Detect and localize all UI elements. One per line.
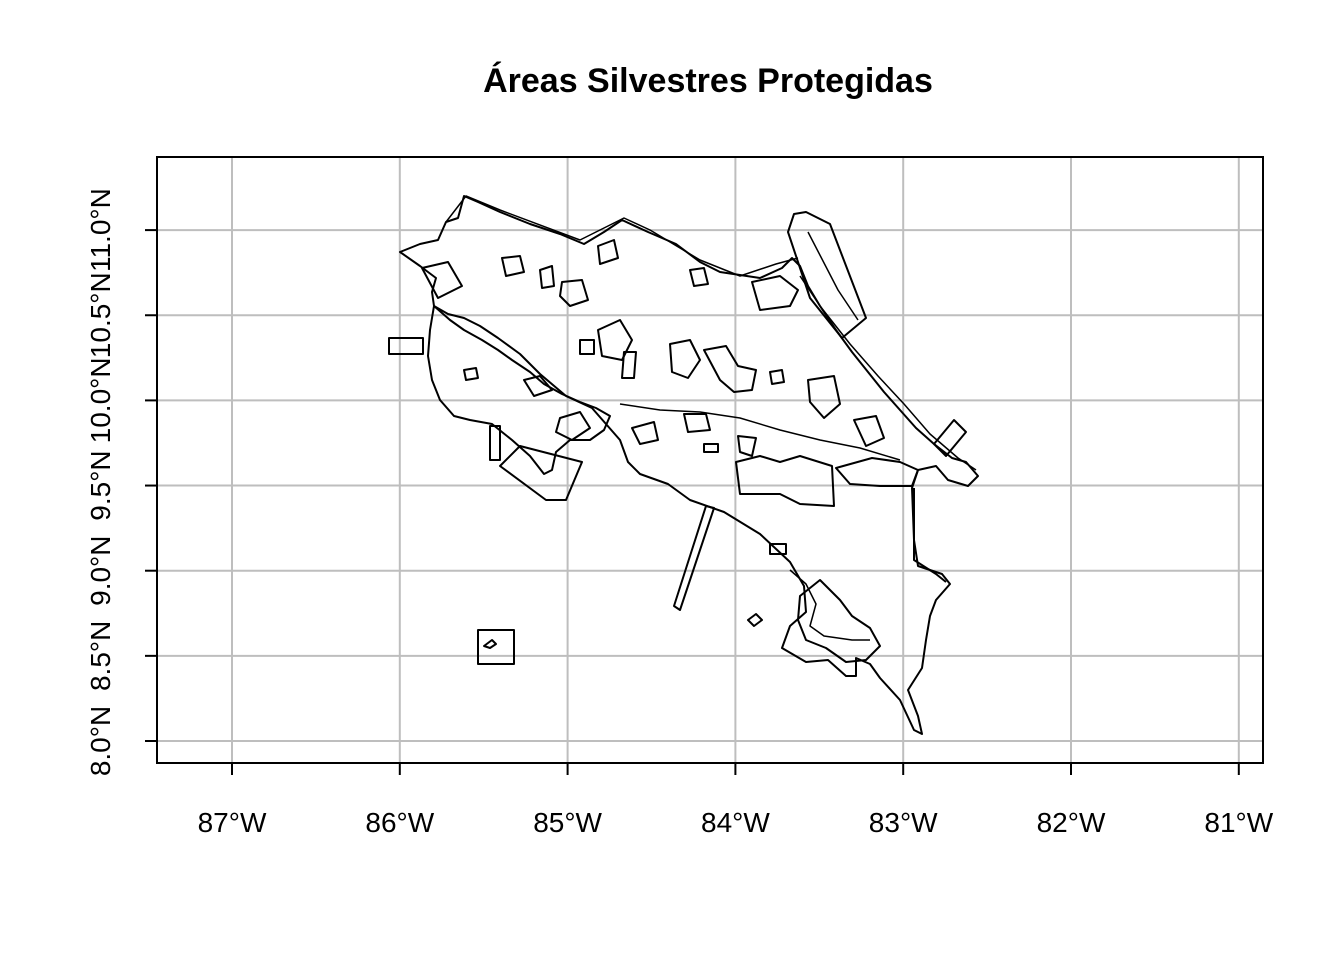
protected-area-10	[751, 275, 799, 311]
graticule	[157, 157, 1263, 763]
marine-area-tortuguero-inner	[807, 231, 859, 321]
protected-area-20	[769, 543, 787, 555]
nicoya-peninsula	[427, 305, 611, 475]
x-tick-label: 85°W	[533, 807, 602, 838]
protected-area-21	[555, 411, 591, 441]
marine-corridor	[673, 505, 715, 611]
protected-area-16	[737, 435, 757, 457]
x-tick-label: 84°W	[701, 807, 770, 838]
protected-area-19	[853, 415, 885, 447]
y-tick-label: 8.0°N	[85, 706, 116, 776]
protected-area-17	[735, 455, 835, 507]
costa-rica-outline	[399, 195, 979, 735]
cocos-island	[483, 639, 497, 649]
protected-area-caribbean-coast	[799, 275, 977, 471]
protected-area-osa-inner	[789, 569, 870, 641]
protected-area-24	[689, 267, 709, 287]
x-tick-label: 81°W	[1204, 807, 1273, 838]
plot-frame	[156, 156, 1264, 764]
marine-area-caribbean	[933, 419, 967, 457]
marine-area-strip	[489, 425, 501, 461]
y-tick-label: 10.5°N	[85, 272, 116, 358]
y-axis: 8.0°N 8.5°N 9.0°N 9.5°N 10.0°N10.5°N11.0°N	[85, 188, 157, 776]
map-title: Áreas Silvestres Protegidas	[483, 62, 933, 100]
y-tick-label: 10.0°N	[85, 357, 116, 443]
marine-area-nicoya-tip	[499, 445, 583, 501]
protected-area-cordillera	[619, 403, 901, 461]
protected-area-6	[597, 319, 633, 361]
cocos-island-area	[477, 629, 515, 665]
protected-area-13	[683, 413, 711, 433]
y-tick-label: 11.0°N	[85, 188, 116, 272]
protected-area-la-amistad	[913, 488, 947, 583]
marine-area-west	[388, 337, 424, 355]
protected-area-22	[523, 375, 553, 397]
protected-area-11	[769, 369, 785, 385]
y-tick-label: 9.5°N	[85, 450, 116, 520]
protected-area-14	[703, 443, 719, 453]
cano-island	[747, 613, 763, 627]
protected-area-osa	[797, 579, 881, 663]
protected-area-8	[669, 339, 701, 379]
x-tick-label: 87°W	[198, 807, 267, 838]
x-tick-label: 82°W	[1037, 807, 1106, 838]
x-axis: 87°W 86°W 85°W 84°W 83°W 82°W 81°W	[198, 763, 1274, 838]
marine-area-tortuguero	[787, 211, 867, 339]
protected-area-15	[631, 421, 659, 445]
protected-area-18	[835, 457, 919, 487]
protected-area-5	[597, 239, 619, 265]
protected-area-1	[421, 261, 463, 299]
protected-area-3	[539, 265, 555, 289]
protected-area-2	[501, 255, 525, 277]
x-tick-label: 86°W	[365, 807, 434, 838]
protected-area-23	[463, 367, 479, 381]
y-tick-label: 8.5°N	[85, 621, 116, 691]
protected-area-4	[559, 279, 589, 307]
northern-border-line	[445, 195, 799, 277]
x-tick-label: 83°W	[869, 807, 938, 838]
protected-area-25	[579, 339, 595, 355]
y-tick-label: 9.0°N	[85, 536, 116, 606]
protected-area-9	[703, 345, 757, 393]
protected-area-12	[807, 375, 841, 419]
protected-area-7	[621, 351, 637, 379]
